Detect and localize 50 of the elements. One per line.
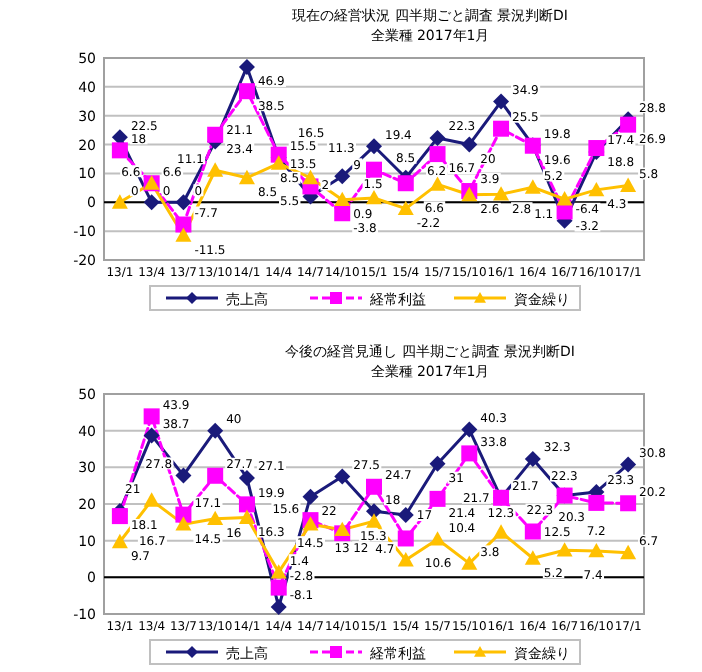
point [207, 510, 224, 526]
point [238, 509, 255, 524]
point [397, 552, 414, 567]
point [493, 524, 510, 539]
point [524, 550, 541, 565]
point [397, 507, 414, 523]
point [524, 523, 541, 540]
point [588, 542, 605, 558]
point [302, 488, 319, 505]
point [461, 555, 478, 570]
point [429, 531, 446, 546]
point [334, 521, 351, 537]
point [556, 542, 573, 557]
point [366, 138, 382, 155]
point [143, 427, 160, 444]
point [620, 544, 637, 560]
point [111, 533, 128, 549]
point [207, 422, 224, 439]
point [238, 83, 255, 100]
point [461, 445, 478, 462]
point [270, 564, 287, 579]
point [588, 494, 605, 511]
point [143, 408, 160, 425]
point [461, 136, 478, 153]
point [524, 450, 541, 467]
point [620, 495, 637, 512]
point [143, 492, 160, 507]
point [270, 599, 287, 616]
point [493, 93, 510, 110]
point [620, 116, 637, 133]
point [493, 120, 510, 137]
point [175, 467, 192, 484]
point [461, 421, 478, 438]
point [366, 513, 382, 528]
point [429, 455, 446, 472]
point [270, 579, 287, 596]
point [207, 467, 224, 484]
point [238, 469, 255, 486]
point [207, 126, 224, 143]
point [111, 508, 128, 525]
point [111, 142, 128, 159]
point [238, 496, 255, 513]
point [429, 129, 446, 146]
point [175, 516, 192, 531]
point [429, 490, 446, 507]
point [366, 478, 382, 495]
point [334, 468, 351, 485]
point [397, 530, 414, 547]
point [238, 58, 255, 75]
point [620, 456, 637, 473]
